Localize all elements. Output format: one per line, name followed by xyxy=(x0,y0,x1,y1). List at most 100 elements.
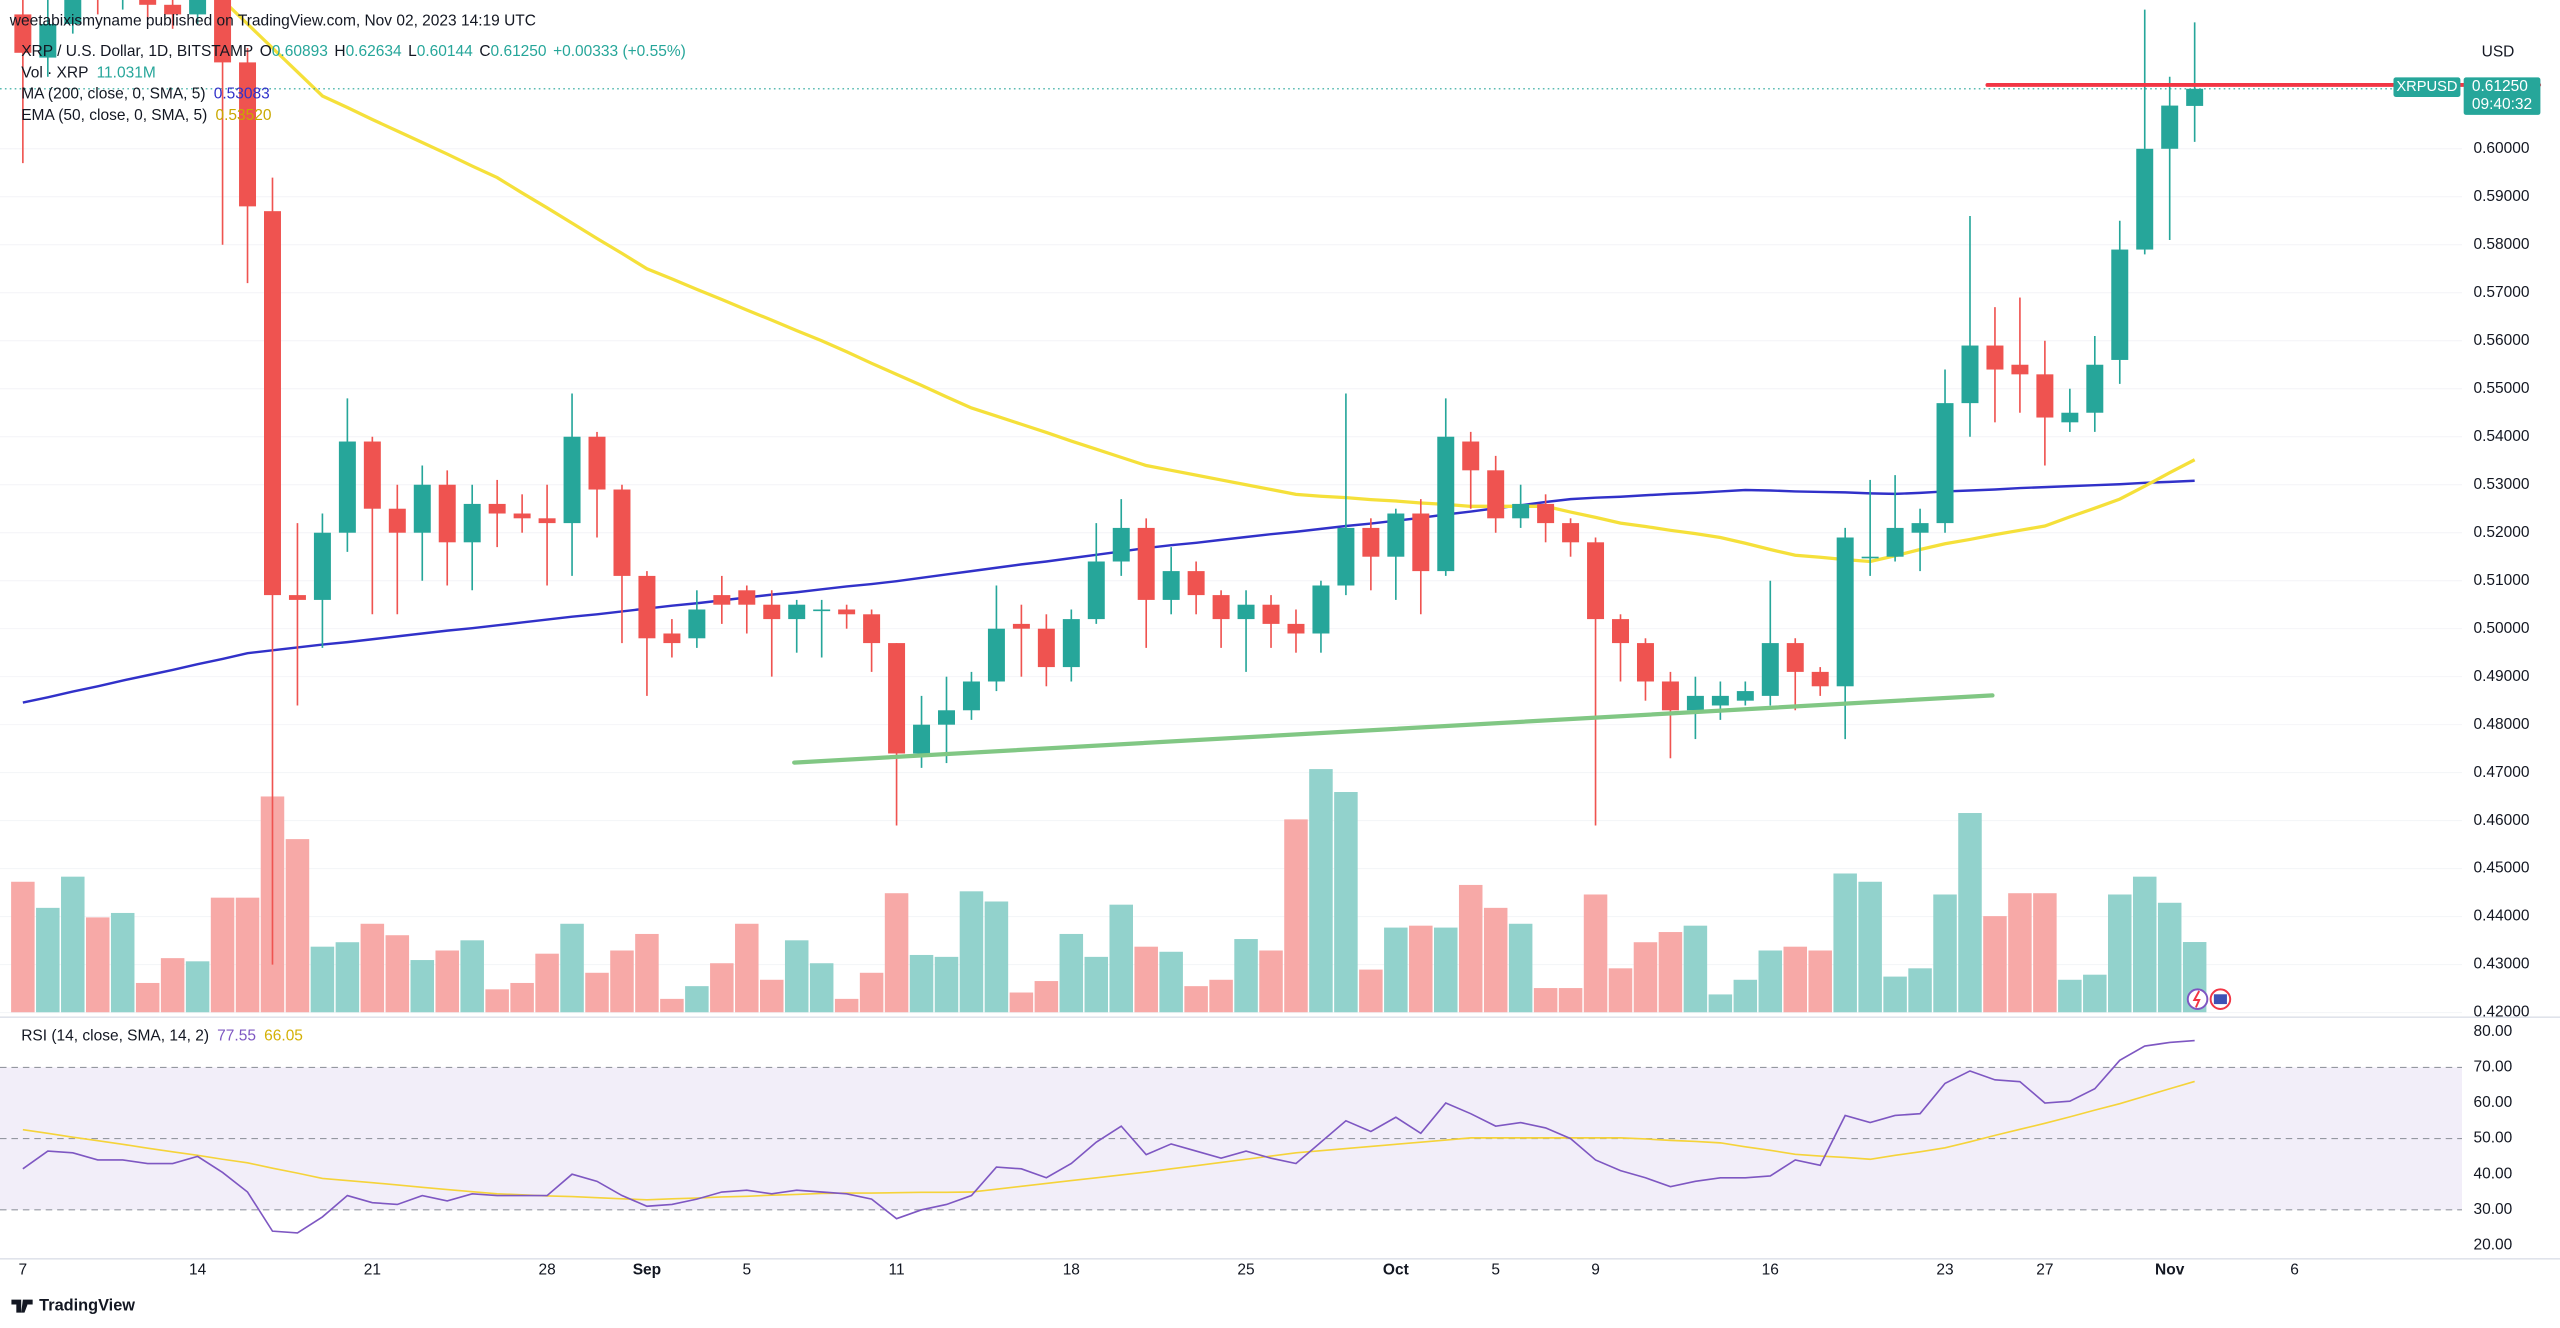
x-tick-label: 11 xyxy=(889,1261,905,1278)
countdown-label: 09:40:32 xyxy=(2472,96,2532,113)
x-tick-label: 23 xyxy=(1936,1261,1953,1278)
candle-body xyxy=(488,503,506,514)
candle-body xyxy=(888,643,906,754)
candle-body xyxy=(613,489,631,576)
volume-bar xyxy=(784,940,809,1013)
candle-body xyxy=(663,633,681,644)
rsi-legend-title: RSI (14, close, SMA, 14, 2) xyxy=(21,1028,209,1045)
volume-bar xyxy=(685,986,709,1013)
volume-bar xyxy=(1508,923,1533,1013)
candle-body xyxy=(164,4,182,15)
volume-bar xyxy=(335,942,360,1013)
volume-bar xyxy=(1558,988,1583,1013)
candle-body xyxy=(2061,412,2079,423)
volume-bar xyxy=(760,979,784,1013)
currency-label: USD xyxy=(2482,43,2515,60)
volume-bar xyxy=(485,989,509,1013)
volume-bar xyxy=(2058,979,2082,1013)
candle-body xyxy=(2086,364,2104,413)
volume-bar xyxy=(1608,968,1633,1013)
candle-body xyxy=(288,595,306,600)
volume-bar xyxy=(410,960,435,1013)
candle-body xyxy=(1612,619,1629,644)
x-tick-label: 27 xyxy=(2036,1261,2053,1278)
candle-body xyxy=(1437,436,1455,572)
volume-bar xyxy=(110,912,135,1013)
volume-bar xyxy=(859,972,884,1013)
rsi-sma-line xyxy=(22,1080,2195,1201)
candle-body xyxy=(1986,345,2004,370)
candle-body xyxy=(189,0,207,15)
volume-bar xyxy=(310,946,335,1013)
volume-bar xyxy=(1683,925,1708,1013)
volume-bar xyxy=(710,963,734,1013)
y-tick-label: 0.56000 xyxy=(2473,332,2529,349)
y-tick-label: 0.53000 xyxy=(2473,476,2529,493)
volume-bar xyxy=(210,897,235,1013)
logo-mark xyxy=(11,1299,33,1313)
y-tick-label: 0.44000 xyxy=(2473,908,2529,925)
candle-body xyxy=(588,436,606,490)
rsi-line xyxy=(22,1039,2195,1234)
volume-bar xyxy=(1434,927,1458,1013)
volume-bar xyxy=(959,891,984,1013)
volume-bar xyxy=(1334,792,1358,1013)
rsi-tick-label: 20.00 xyxy=(2473,1236,2512,1253)
volume-bar xyxy=(1933,894,1957,1013)
legend-ma-value: 0.53083 xyxy=(214,86,270,103)
candle-body xyxy=(1886,527,1904,557)
volume-bar xyxy=(585,972,609,1013)
y-tick-label: 0.52000 xyxy=(2473,524,2529,541)
candle-body xyxy=(264,211,281,596)
candle-body xyxy=(2186,88,2204,106)
volume-bar xyxy=(2157,902,2182,1013)
volume-bar xyxy=(1833,873,1857,1013)
candle-body xyxy=(14,14,32,53)
legend-ma-line: MA (200, close, 0, SMA, 5) 0.53083 xyxy=(21,86,270,103)
candle-body xyxy=(64,0,82,24)
rsi-tick-label: 80.00 xyxy=(2473,1023,2512,1040)
volume-bar xyxy=(385,935,410,1013)
candle-body xyxy=(1387,513,1405,557)
candle-body xyxy=(1412,513,1430,572)
volume-bar xyxy=(1234,939,1258,1013)
volume-bar xyxy=(1309,769,1333,1013)
rsi-tick-label: 70.00 xyxy=(2473,1058,2512,1075)
volume-bar xyxy=(1783,946,1808,1013)
legend-value: 0.60893 xyxy=(272,43,328,60)
volume-bar xyxy=(185,961,210,1013)
candle-body xyxy=(1137,527,1155,600)
volume-bar xyxy=(1708,994,1733,1013)
candle-body xyxy=(863,614,881,644)
y-tick-label: 0.55000 xyxy=(2473,380,2529,397)
legend-key: L xyxy=(408,43,417,60)
legend-ma-name: MA (200, close, 0, SMA, 5) xyxy=(21,86,205,103)
candle-body xyxy=(2161,105,2179,149)
volume-bar xyxy=(1409,925,1433,1013)
candle-body xyxy=(1112,527,1130,562)
volume-bar xyxy=(560,923,584,1013)
y-tick-label: 0.47000 xyxy=(2473,764,2529,781)
volume-bar xyxy=(1758,950,1783,1013)
candle-body xyxy=(1062,619,1080,668)
candle-body xyxy=(1287,623,1305,634)
volume-bar xyxy=(235,897,260,1013)
volume-bar xyxy=(1084,956,1109,1013)
symbol-label: XRPUSD xyxy=(2396,79,2457,95)
candle-body xyxy=(1212,595,1230,620)
volume-bar xyxy=(85,917,110,1013)
volume-bar xyxy=(984,901,1009,1013)
candle-body xyxy=(2136,148,2154,250)
volume-bar xyxy=(535,953,559,1013)
candle-body xyxy=(1636,643,1654,682)
x-tick-label: 6 xyxy=(2290,1261,2299,1278)
legend-value: 0.61250 xyxy=(491,43,547,60)
candle-body xyxy=(1811,671,1829,687)
volume-bar xyxy=(735,923,759,1013)
x-tick-label: Nov xyxy=(2155,1261,2185,1278)
volume-bar xyxy=(809,963,834,1013)
x-tick-label: Oct xyxy=(1383,1261,1409,1278)
legend-volume-value: 11.031M xyxy=(97,65,156,82)
y-tick-label: 0.59000 xyxy=(2473,188,2529,205)
y-tick-label: 0.45000 xyxy=(2473,860,2529,877)
